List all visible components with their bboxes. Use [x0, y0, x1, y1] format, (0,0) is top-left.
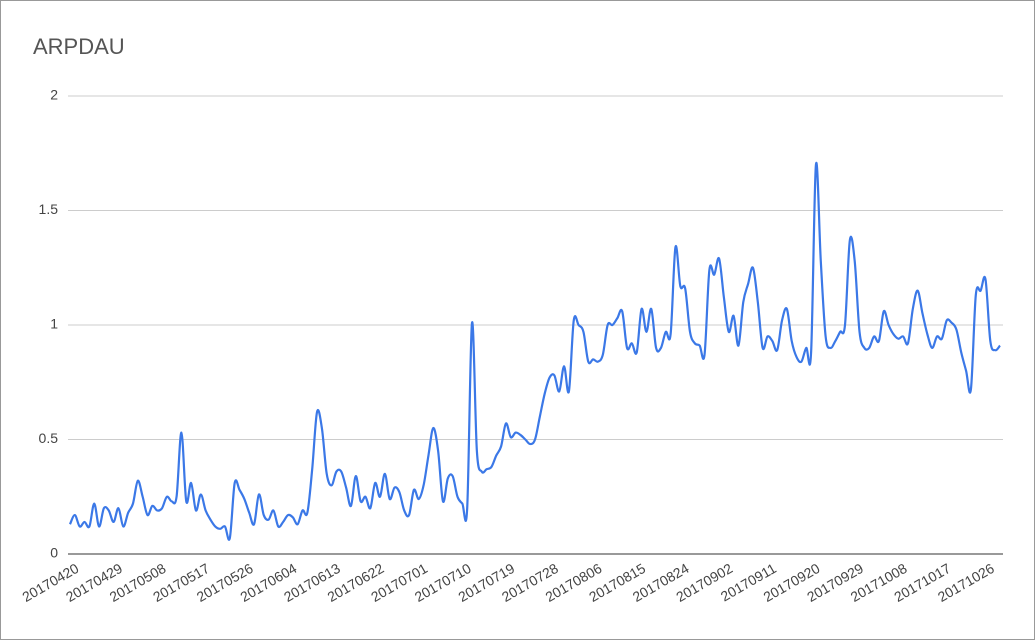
- y-tick-label: 2: [50, 87, 58, 103]
- y-tick-label: 0.5: [39, 430, 59, 446]
- y-tick-label: 0: [50, 545, 58, 561]
- y-tick-label: 1: [50, 316, 58, 332]
- chart-title: ARPDAU: [33, 34, 125, 59]
- data-line: [68, 161, 1001, 541]
- y-tick-label: 1.5: [39, 201, 59, 217]
